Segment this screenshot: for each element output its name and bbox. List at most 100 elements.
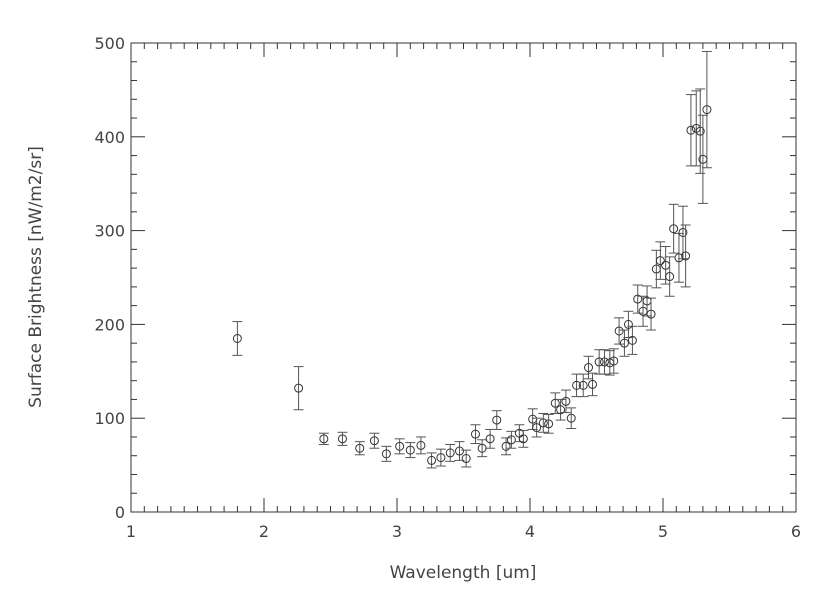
y-tick-label: 500 <box>94 34 125 53</box>
data-point <box>594 349 605 375</box>
point-marker <box>572 380 582 390</box>
data-point <box>501 437 512 456</box>
data-point <box>293 366 304 411</box>
point-marker <box>702 105 712 115</box>
data-point <box>685 94 696 167</box>
point-marker <box>232 333 242 343</box>
point-marker <box>532 423 542 433</box>
data-point <box>518 429 529 448</box>
data-point <box>543 413 554 434</box>
point-marker <box>695 126 705 136</box>
point-marker <box>319 434 329 444</box>
point-marker <box>646 309 656 319</box>
point-marker <box>427 455 437 465</box>
point-marker <box>550 398 560 408</box>
x-tick-label: 6 <box>791 522 801 541</box>
y-tick-label: 300 <box>94 222 125 241</box>
point-marker <box>485 434 495 444</box>
point-marker <box>686 125 696 135</box>
data-point <box>560 389 571 414</box>
axis-ticks <box>130 42 797 513</box>
data-point <box>680 224 691 288</box>
data-point <box>506 430 517 449</box>
data-point <box>318 432 329 445</box>
point-marker <box>561 396 571 406</box>
point-marker <box>501 441 511 451</box>
point-marker <box>578 380 588 390</box>
point-marker <box>470 429 480 439</box>
data-point <box>369 432 380 449</box>
point-marker <box>294 383 304 393</box>
data-point <box>651 249 662 289</box>
point-marker <box>405 445 415 455</box>
point-marker <box>681 251 691 261</box>
data-point <box>623 310 634 339</box>
point-marker <box>619 338 629 348</box>
data-point <box>435 448 446 467</box>
point-marker <box>633 294 643 304</box>
data-point <box>485 428 496 449</box>
point-marker <box>584 363 594 373</box>
point-marker <box>436 453 446 463</box>
data-point <box>415 436 426 455</box>
data-point <box>571 373 582 398</box>
x-tick-label: 2 <box>259 522 269 541</box>
data-point <box>578 373 589 398</box>
data-point <box>445 443 456 462</box>
point-marker <box>544 419 554 429</box>
data-point <box>608 348 619 374</box>
data-point <box>646 297 657 331</box>
data-point <box>566 407 577 430</box>
point-marker <box>655 256 665 266</box>
data-point <box>695 88 706 174</box>
x-tick-labels: 1 2 3 4 5 6 <box>126 522 801 541</box>
x-tick-label: 1 <box>126 522 136 541</box>
point-marker <box>538 418 548 428</box>
data-point <box>655 241 666 280</box>
point-marker <box>627 335 637 345</box>
point-marker <box>455 446 465 456</box>
point-marker <box>678 227 688 237</box>
point-marker <box>669 224 679 234</box>
point-marker <box>665 272 675 282</box>
data-point <box>470 424 481 445</box>
x-tick-label: 3 <box>392 522 402 541</box>
point-marker <box>506 435 516 445</box>
data-point <box>583 355 594 380</box>
data-points <box>232 50 712 469</box>
point-marker <box>609 356 619 366</box>
x-tick-label: 4 <box>525 522 535 541</box>
data-point <box>599 349 610 375</box>
point-marker <box>594 357 604 367</box>
data-point <box>614 317 625 345</box>
data-point <box>664 256 675 297</box>
point-marker <box>337 434 347 444</box>
data-point <box>587 372 598 397</box>
y-tick-label: 200 <box>94 315 125 334</box>
y-tick-label: 400 <box>94 128 125 147</box>
point-marker <box>395 441 405 451</box>
point-marker <box>416 440 426 450</box>
point-marker <box>614 326 624 336</box>
data-point <box>461 449 472 468</box>
data-point <box>405 442 416 459</box>
x-axis-label: Wavelength [um] <box>390 563 537 583</box>
y-axis-label: Surface Brightness [nW/m2/sr] <box>26 146 46 408</box>
y-tick-label: 100 <box>94 409 125 428</box>
point-marker <box>588 379 598 389</box>
point-marker <box>355 443 365 453</box>
y-tick-label: 0 <box>115 503 125 522</box>
point-marker <box>381 449 391 459</box>
point-marker <box>518 434 528 444</box>
data-point <box>538 413 549 433</box>
data-point <box>668 203 679 254</box>
x-tick-label: 5 <box>658 522 668 541</box>
data-point <box>677 205 688 260</box>
data-point <box>627 325 638 355</box>
data-point <box>426 452 437 469</box>
data-point <box>454 441 465 461</box>
data-point <box>381 445 392 462</box>
data-point <box>632 284 643 314</box>
data-point <box>619 329 630 357</box>
